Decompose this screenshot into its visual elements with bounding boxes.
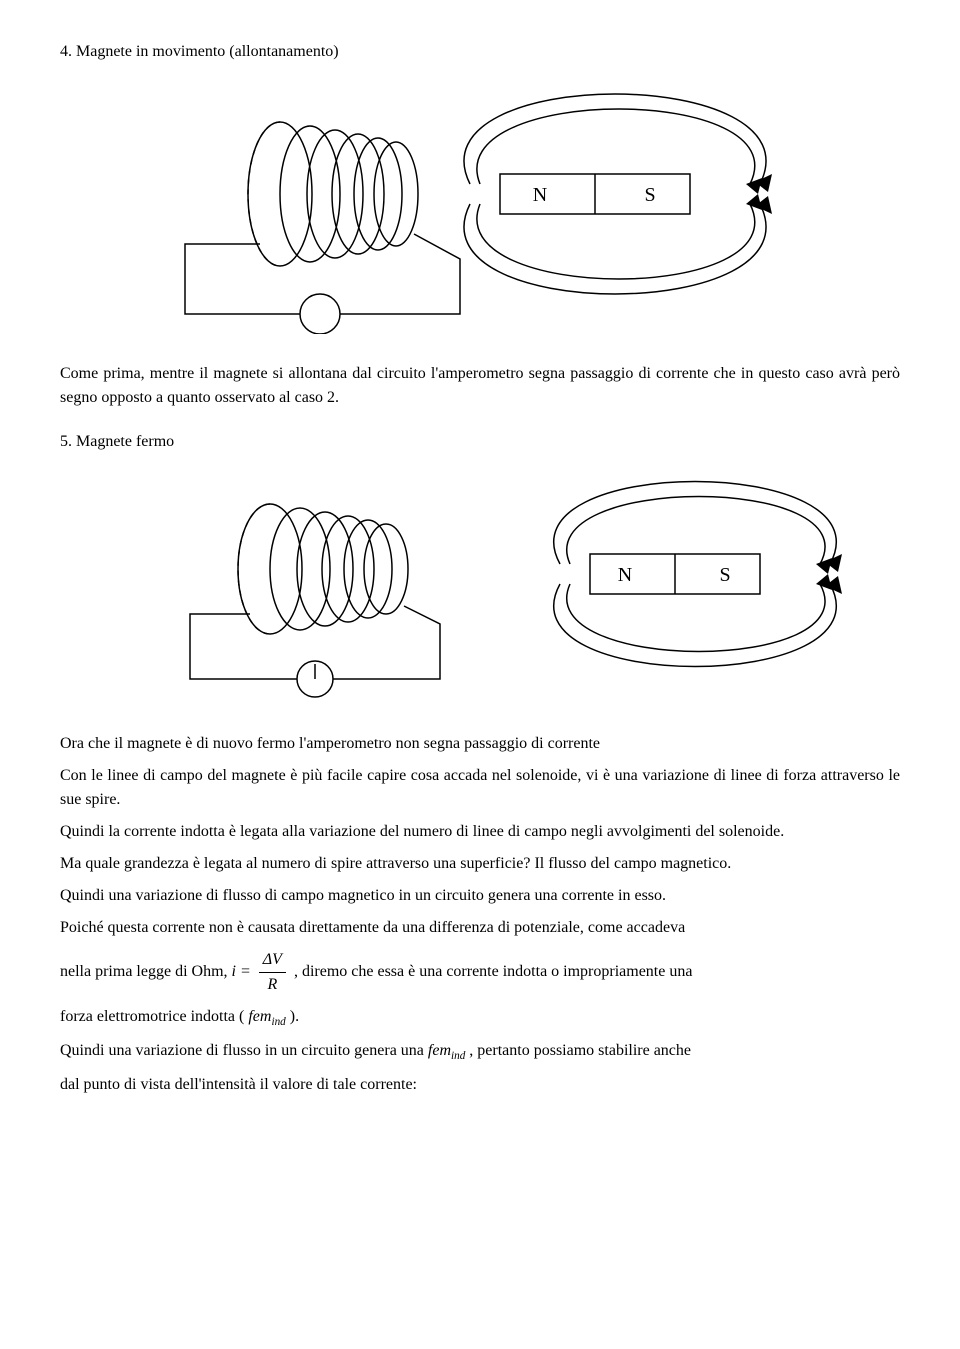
diagram-5: N S bbox=[60, 464, 900, 712]
section-5-para-6b-line: nella prima legge di Ohm, i = ΔV R , dir… bbox=[60, 948, 900, 997]
section-5-heading: 5. Magnete fermo bbox=[60, 430, 900, 454]
i-equals: i = bbox=[232, 963, 251, 980]
para-8a-text: Quindi una variazione di flusso in un ci… bbox=[60, 1042, 428, 1059]
para-7a-text: forza elettromotrice indotta ( bbox=[60, 1008, 248, 1025]
section-5-para-5: Quindi una variazione di flusso di campo… bbox=[60, 884, 900, 908]
para-6b-text: nella prima legge di Ohm, bbox=[60, 963, 232, 980]
section-4-paragraph: Come prima, mentre il magnete si allonta… bbox=[60, 362, 900, 410]
section-5-para-3: Quindi la corrente indotta è legata alla… bbox=[60, 820, 900, 844]
fem-ind-2: femind bbox=[428, 1042, 465, 1059]
para-6c-text: , diremo che essa è una corrente indotta… bbox=[294, 963, 693, 980]
section-5-para-8: Quindi una variazione di flusso in un ci… bbox=[60, 1039, 900, 1065]
para-7b-text: ). bbox=[290, 1008, 299, 1025]
magnet-s-label-5: S bbox=[719, 564, 730, 586]
magnet-n-label: N bbox=[533, 184, 547, 206]
section-4-heading: 4. Magnete in movimento (allontanamento) bbox=[60, 40, 900, 64]
para-8b-text: , pertanto possiamo stabilire anche bbox=[469, 1042, 691, 1059]
diagram-4: N S bbox=[60, 74, 900, 342]
R: R bbox=[259, 973, 286, 997]
section-5-para-7: forza elettromotrice indotta ( femind ). bbox=[60, 1005, 900, 1031]
fem-1: fem bbox=[248, 1008, 271, 1025]
section-5-para-9: dal punto di vista dell'intensità il val… bbox=[60, 1073, 900, 1097]
ind-2: ind bbox=[451, 1050, 465, 1062]
section-5-para-6a: Poiché questa corrente non è causata dir… bbox=[60, 916, 900, 940]
magnet-s-label: S bbox=[644, 184, 655, 206]
deltaV: ΔV bbox=[259, 948, 286, 973]
fem-ind-1: femind bbox=[248, 1008, 285, 1025]
ind-1: ind bbox=[271, 1016, 285, 1028]
section-5-para-2: Con le linee di campo del magnete è più … bbox=[60, 764, 900, 812]
fem-2: fem bbox=[428, 1042, 451, 1059]
magnet-n-label-5: N bbox=[618, 564, 632, 586]
section-5-para-4: Ma quale grandezza è legata al numero di… bbox=[60, 852, 900, 876]
ohm-formula: i = ΔV R bbox=[232, 963, 294, 980]
section-5-para-1: Ora che il magnete è di nuovo fermo l'am… bbox=[60, 732, 900, 756]
